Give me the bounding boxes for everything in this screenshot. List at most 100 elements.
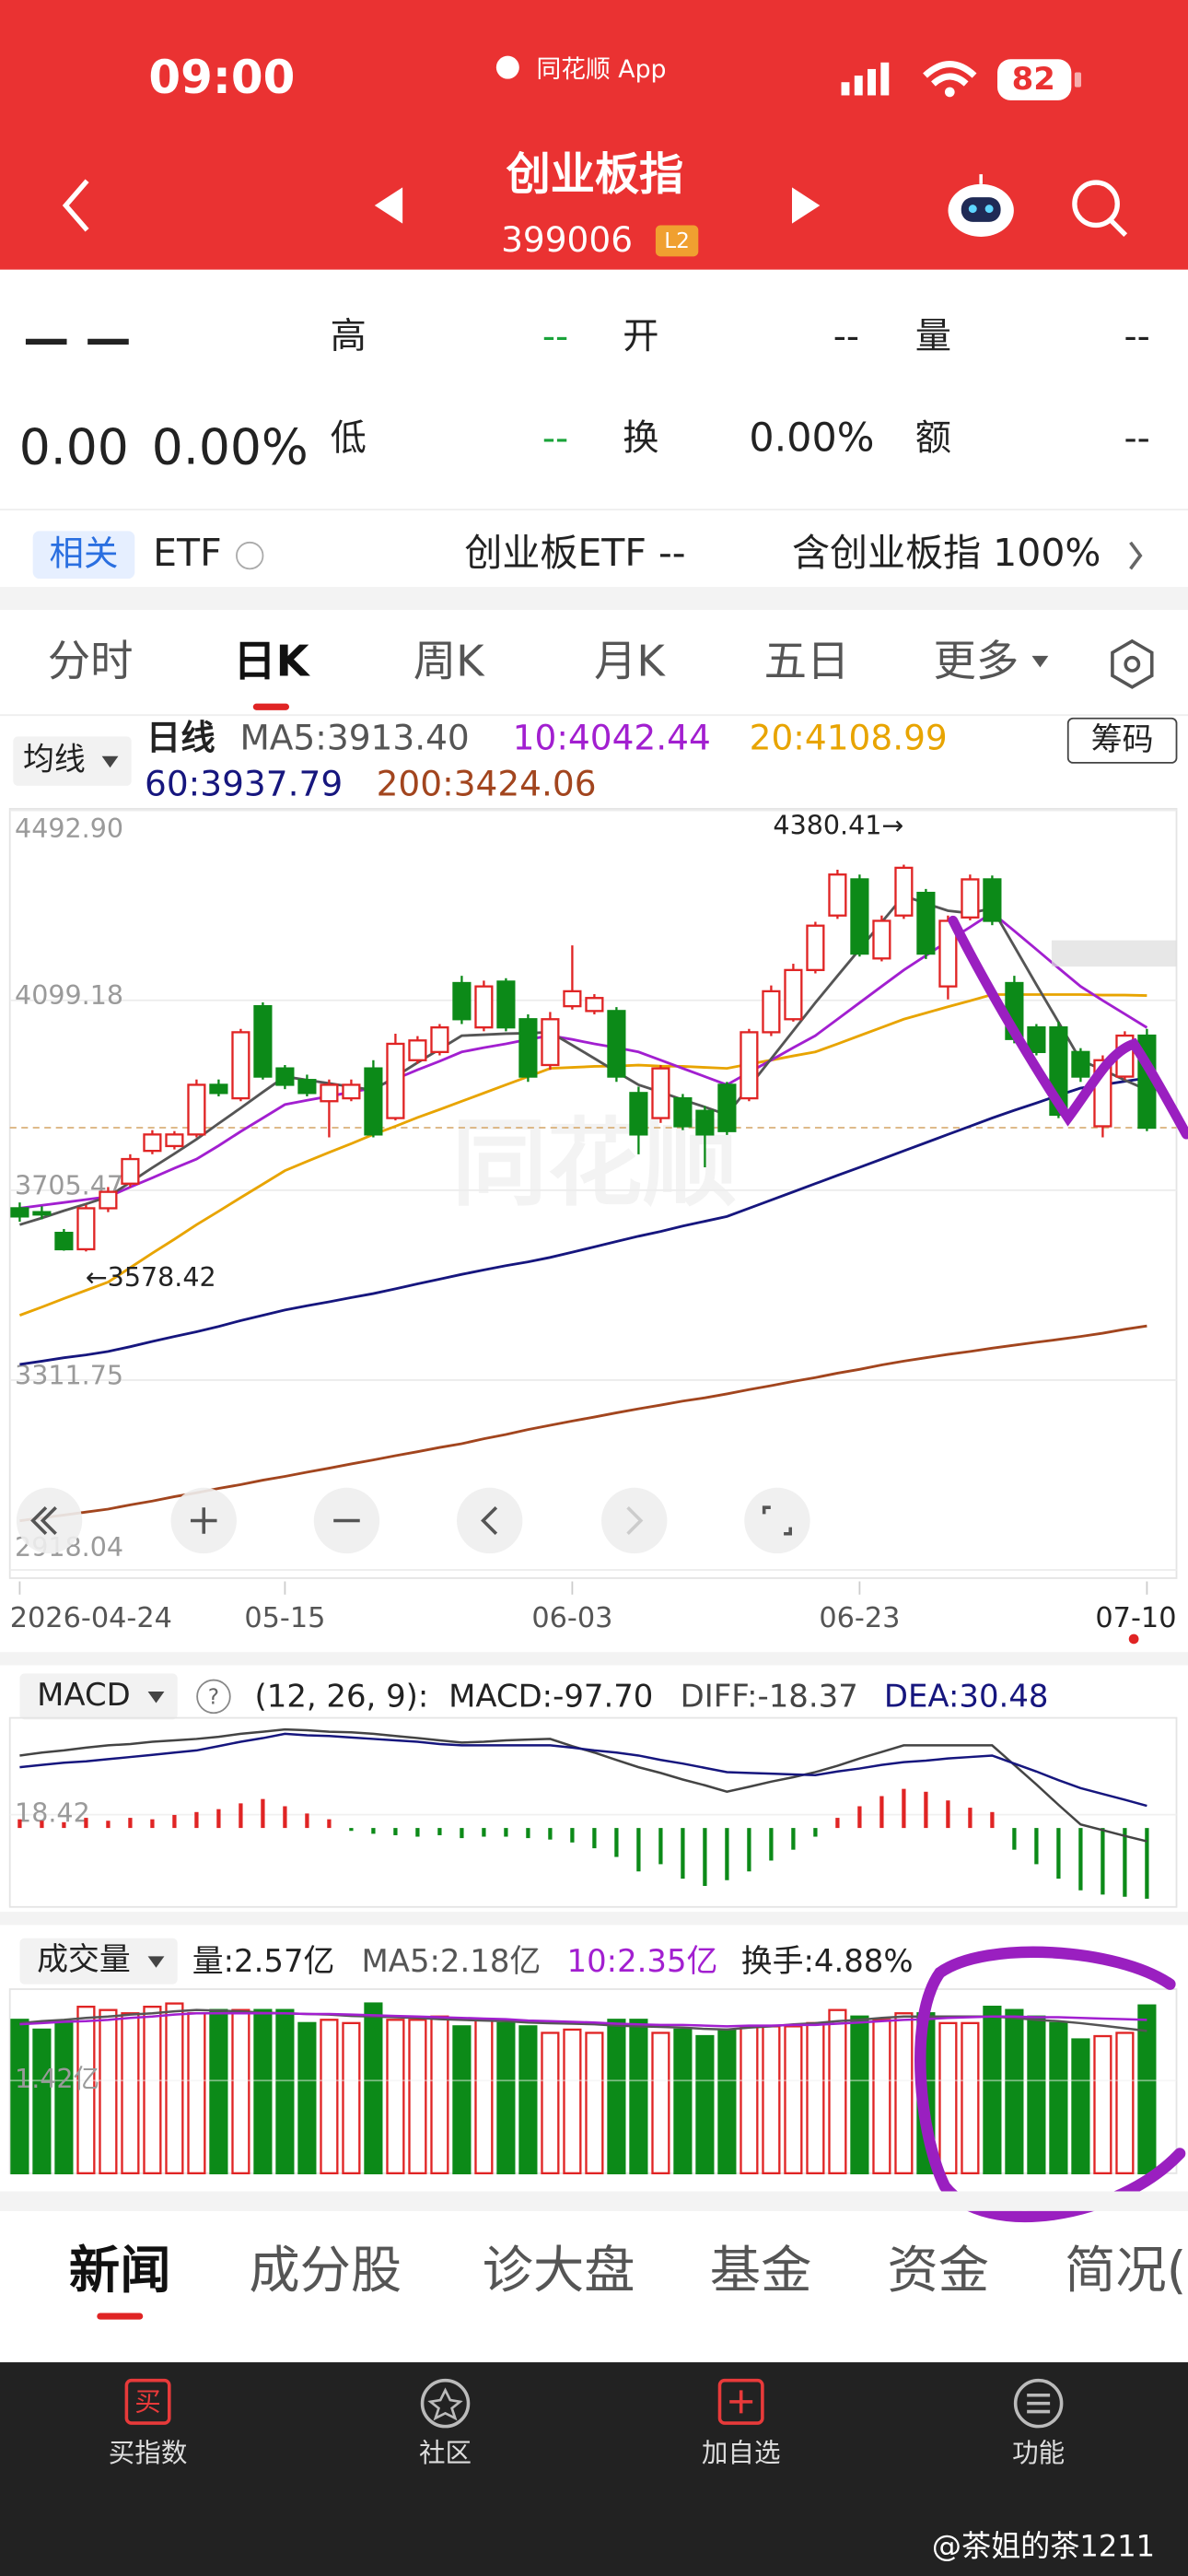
macd-frame — [8, 1716, 1178, 1908]
page-title: 创业板指 — [507, 149, 684, 201]
candle-body — [430, 1025, 449, 1054]
volume-bar — [1093, 2034, 1112, 2175]
ma-legend: MA5:3913.40 — [239, 717, 469, 757]
macd-caret — [147, 1692, 165, 1704]
volume-ma-legend: MA5:2.18亿 — [362, 1943, 542, 1979]
bottom-nav-item[interactable]: 功能 — [1012, 2438, 1065, 2468]
price-frame — [8, 807, 1178, 1579]
volume-bar — [629, 2019, 648, 2175]
volume-bar — [143, 2005, 162, 2175]
news-tab[interactable]: 新闻 — [69, 2242, 171, 2301]
menu-lines — [1027, 2393, 1051, 2414]
news-underline — [97, 2313, 144, 2320]
volume-bar — [342, 2021, 361, 2175]
control-button[interactable] — [16, 1487, 83, 1554]
ma-selector[interactable] — [13, 736, 132, 786]
macd-selector[interactable] — [19, 1673, 178, 1720]
news-tab[interactable]: 基金 — [710, 2242, 812, 2301]
volume-ma-legend: 10:2.35亿 — [567, 1943, 718, 1979]
news-tabs: 新闻 成分股 诊大盘 基金 资金 简况( — [69, 2242, 1186, 2320]
battery-level: 82 — [1012, 61, 1055, 97]
period-tab[interactable]: 五日 — [764, 636, 850, 685]
candle-body — [297, 1079, 317, 1095]
news-tab[interactable]: 成分股 — [249, 2242, 402, 2301]
next-button[interactable] — [792, 187, 821, 224]
macd-params: (12, 26, 9): — [255, 1679, 429, 1715]
etf-name[interactable]: 创业板ETF -- — [464, 531, 685, 575]
prev-button[interactable] — [374, 187, 403, 224]
volume-ma-line — [19, 2011, 1147, 2028]
period-tab[interactable]: 月K — [594, 636, 666, 685]
control-button[interactable] — [744, 1487, 810, 1554]
level-text: L2 — [664, 228, 690, 253]
volume-selector[interactable] — [19, 1938, 178, 1985]
high-annotation: 4380.41→ — [773, 811, 903, 841]
news-tab[interactable]: 资金 — [887, 2242, 989, 2301]
news-tab[interactable]: 诊大盘 — [483, 2242, 635, 2301]
control-icon — [190, 1507, 217, 1534]
macd-plot: 18.42 — [9, 1727, 1177, 1899]
bottom-nav-item[interactable]: 加自选 — [702, 2438, 781, 2468]
spacer — [0, 2191, 1188, 2211]
tab-underline — [252, 703, 290, 710]
help-icon[interactable] — [196, 1679, 231, 1715]
volume-bar — [983, 2005, 1002, 2175]
volume-bar — [10, 2019, 29, 2175]
chart-controls — [16, 1487, 810, 1554]
volume-bar — [784, 2025, 803, 2175]
candle-body — [673, 1096, 693, 1128]
control-icon — [481, 1505, 498, 1536]
back-button[interactable] — [62, 179, 89, 232]
bottom-nav-item[interactable]: 买指数 — [109, 2438, 188, 2468]
date-label: 06-23 — [819, 1602, 900, 1634]
candle-body — [496, 980, 516, 1029]
change: 0.00 — [19, 418, 129, 476]
candle-body — [209, 1083, 228, 1095]
candle-body — [828, 873, 847, 917]
volume-bar — [209, 2008, 228, 2175]
chevron[interactable] — [1129, 541, 1143, 570]
candle-body — [983, 878, 1002, 922]
candle-body — [585, 997, 604, 1013]
search-button[interactable] — [1072, 180, 1128, 238]
period-tab[interactable]: 分时 — [48, 636, 134, 685]
candle-body — [784, 968, 803, 1021]
macd-legend: MACD:-97.70 — [448, 1679, 653, 1715]
macd-selector-text: MACD — [37, 1677, 131, 1713]
candle-body — [452, 981, 472, 1021]
diff-legend: DIFF:-18.37 — [681, 1679, 858, 1715]
volume-bar — [541, 2032, 560, 2175]
period-tab[interactable]: 更多 — [933, 636, 1019, 685]
dea-legend: DEA:30.48 — [884, 1679, 1049, 1715]
volume-bar — [408, 2019, 427, 2175]
candle-body — [916, 891, 936, 955]
bottom-nav-item[interactable]: 社区 — [419, 2438, 472, 2468]
period-tab[interactable]: 日K — [233, 636, 310, 685]
settings-icon[interactable] — [1111, 638, 1154, 689]
volume-selector-text: 成交量 — [37, 1941, 131, 1977]
volume-bar — [1005, 2008, 1024, 2175]
chips-button[interactable] — [1066, 717, 1178, 764]
candle-body — [1071, 1050, 1090, 1078]
control-button[interactable] — [457, 1487, 523, 1554]
community-icon — [420, 2378, 471, 2429]
assistant-button[interactable] — [948, 174, 1014, 237]
period-tab[interactable]: 周K — [413, 636, 485, 685]
highlight-bar — [1051, 940, 1177, 967]
period-tabs: 分时 日K 周K 月K 五日 更多 — [48, 636, 1019, 710]
candle-body — [938, 919, 958, 988]
related-badge-text: 相关 — [50, 533, 119, 574]
volume-bar — [894, 2012, 914, 2175]
control-icon — [30, 1505, 57, 1536]
ma-line — [18, 894, 1147, 1226]
volume-bar — [320, 2019, 339, 2175]
add-plus — [729, 2390, 753, 2414]
volume-bar — [695, 2034, 715, 2175]
info-icon[interactable] — [236, 541, 264, 570]
volume-bar — [717, 2028, 737, 2175]
ma-line — [19, 1076, 1147, 1366]
buy-icon — [124, 2378, 171, 2425]
control-button[interactable] — [601, 1487, 668, 1554]
news-tab[interactable]: 简况( — [1065, 2242, 1186, 2301]
wifi-icon — [923, 61, 977, 87]
